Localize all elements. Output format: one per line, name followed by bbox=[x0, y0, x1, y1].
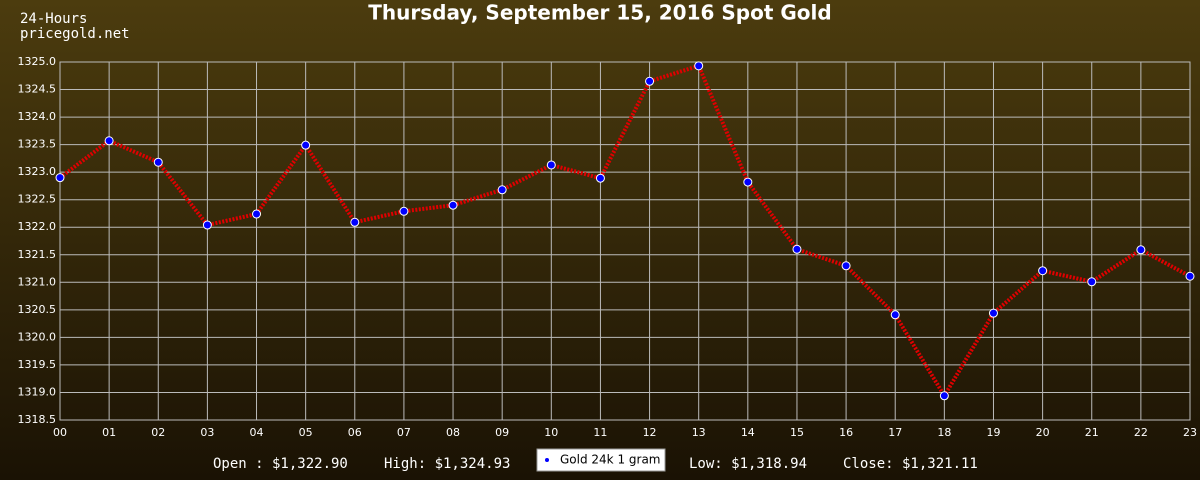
data-point bbox=[399, 206, 409, 216]
x-tick-label: 05 bbox=[299, 426, 313, 439]
data-point bbox=[104, 136, 114, 146]
y-tick-label: 1323.5 bbox=[18, 138, 57, 151]
x-tick-label: 17 bbox=[888, 426, 902, 439]
y-tick-label: 1322.0 bbox=[18, 220, 57, 233]
y-tick-label: 1321.5 bbox=[18, 248, 57, 261]
x-tick-label: 12 bbox=[643, 426, 657, 439]
x-tick-label: 21 bbox=[1085, 426, 1099, 439]
y-tick-label: 1319.5 bbox=[18, 358, 57, 371]
y-tick-label: 1321.0 bbox=[18, 275, 57, 288]
legend-label: Gold 24k 1 gram bbox=[560, 453, 660, 467]
y-tick-label: 1319.0 bbox=[18, 385, 57, 398]
data-point bbox=[645, 76, 655, 86]
x-tick-label: 07 bbox=[397, 426, 411, 439]
y-tick-label: 1320.0 bbox=[18, 330, 57, 343]
x-tick-label: 11 bbox=[593, 426, 607, 439]
x-tick-label: 19 bbox=[986, 426, 1000, 439]
data-point bbox=[350, 217, 360, 227]
stat: High: $1,324.93 bbox=[384, 456, 510, 472]
stat: Low: $1,318.94 bbox=[689, 456, 807, 472]
data-point bbox=[153, 157, 163, 167]
x-tick-label: 22 bbox=[1134, 426, 1148, 439]
x-tick-label: 13 bbox=[692, 426, 706, 439]
x-tick-label: 08 bbox=[446, 426, 460, 439]
y-tick-label: 1322.5 bbox=[18, 193, 57, 206]
data-point bbox=[1136, 245, 1146, 255]
plot bbox=[55, 61, 1195, 401]
legend-marker bbox=[545, 458, 549, 462]
corner-label: 24-Hours bbox=[20, 11, 87, 27]
data-point bbox=[792, 244, 802, 254]
y-tick-label: 1323.0 bbox=[18, 165, 57, 178]
y-tick-label: 1325.0 bbox=[18, 55, 57, 68]
data-point bbox=[497, 185, 507, 195]
stat: Close: $1,321.11 bbox=[843, 456, 978, 472]
data-point bbox=[202, 220, 212, 230]
x-tick-label: 14 bbox=[741, 426, 755, 439]
data-point bbox=[595, 173, 605, 183]
x-tick-label: 18 bbox=[937, 426, 951, 439]
corner-label: pricegold.net bbox=[20, 26, 130, 42]
y-tick-label: 1324.0 bbox=[18, 110, 57, 123]
chart-title: Thursday, September 15, 2016 Spot Gold bbox=[368, 1, 831, 25]
y-tick-label: 1324.5 bbox=[18, 83, 57, 96]
x-tick-label: 02 bbox=[151, 426, 165, 439]
x-tick-label: 23 bbox=[1183, 426, 1197, 439]
data-point bbox=[1185, 271, 1195, 281]
y-tick-label: 1318.5 bbox=[18, 413, 57, 426]
x-tick-label: 10 bbox=[544, 426, 558, 439]
x-tick-label: 04 bbox=[250, 426, 264, 439]
data-point bbox=[252, 209, 262, 219]
data-point bbox=[301, 140, 311, 150]
data-point bbox=[939, 391, 949, 401]
x-tick-label: 09 bbox=[495, 426, 509, 439]
y-tick-label: 1320.5 bbox=[18, 303, 57, 316]
data-point bbox=[743, 177, 753, 187]
data-point bbox=[1038, 266, 1048, 276]
data-point bbox=[988, 308, 998, 318]
data-point bbox=[1087, 277, 1097, 287]
stat: Open : $1,322.90 bbox=[213, 456, 348, 472]
x-tick-label: 01 bbox=[102, 426, 116, 439]
x-tick-label: 15 bbox=[790, 426, 804, 439]
x-tick-label: 16 bbox=[839, 426, 853, 439]
data-point bbox=[448, 200, 458, 210]
data-point bbox=[890, 310, 900, 320]
legend bbox=[536, 448, 666, 472]
x-tick-label: 00 bbox=[53, 426, 67, 439]
data-point bbox=[55, 173, 65, 183]
data-point bbox=[546, 160, 556, 170]
data-point bbox=[694, 61, 704, 71]
x-tick-label: 06 bbox=[348, 426, 362, 439]
data-point bbox=[841, 261, 851, 271]
x-tick-label: 20 bbox=[1036, 426, 1050, 439]
series-line bbox=[58, 63, 1191, 400]
grid: 1318.51319.01319.51320.01320.51321.01321… bbox=[18, 55, 1198, 439]
x-tick-label: 03 bbox=[200, 426, 214, 439]
